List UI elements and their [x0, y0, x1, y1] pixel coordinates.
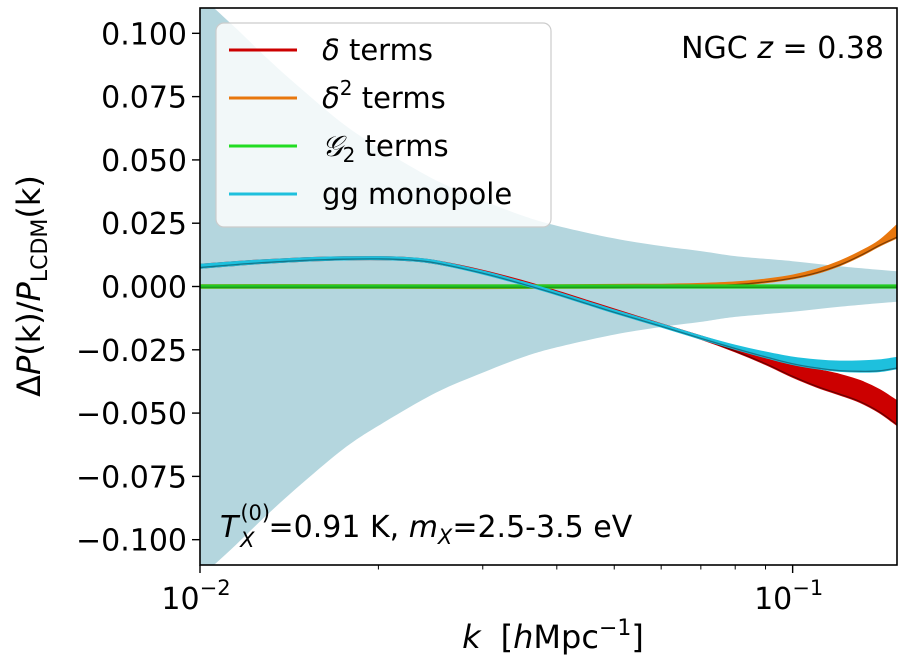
x-tick-label: 10−2 [161, 576, 230, 617]
series-3-edge [200, 258, 897, 372]
legend-items: δ terms δ2 terms 𝒢2 terms gg monopole [229, 33, 512, 211]
x-axis-title: k [hMpc−1] [462, 616, 644, 656]
y-tick-label: 0.075 [101, 81, 187, 116]
legend-label: gg monopole [322, 177, 512, 211]
series-layer [200, 224, 897, 426]
legend-label: 𝒢2 terms [322, 129, 449, 167]
annotation-bottom: T(0) X =0.91 K, mX=2.5-3.5 eV [220, 501, 633, 552]
x-axis: 10−2 10−1 [161, 565, 823, 617]
series-3 [200, 256, 897, 373]
legend: δ terms δ2 terms 𝒢2 terms gg monopole [215, 22, 552, 228]
y-tick-label: −0.025 [76, 334, 187, 369]
y-tick-label: 0.000 [101, 271, 187, 306]
legend-label: δ terms [322, 33, 433, 67]
legend-label: δ2 terms [322, 76, 446, 115]
y-tick-label: 0.100 [101, 17, 187, 52]
y-tick-label: −0.100 [76, 524, 187, 559]
y-tick-label: −0.050 [76, 397, 187, 432]
y-axis: 0.100 0.075 0.050 0.025 0.000 −0.025 −0.050 −0.… [76, 17, 200, 559]
series-2 [200, 284, 897, 289]
y-tick-label: −0.075 [76, 460, 187, 495]
legend-box [215, 22, 552, 228]
y-tick-label: 0.050 [101, 144, 187, 179]
y-tick-label: 0.025 [101, 207, 187, 242]
x-tick-label: 10−1 [754, 576, 823, 617]
y-axis-title: ΔP(k)/PLCDM(k) [10, 175, 53, 397]
annotation-top-right: NGC z = 0.38 [681, 31, 884, 66]
